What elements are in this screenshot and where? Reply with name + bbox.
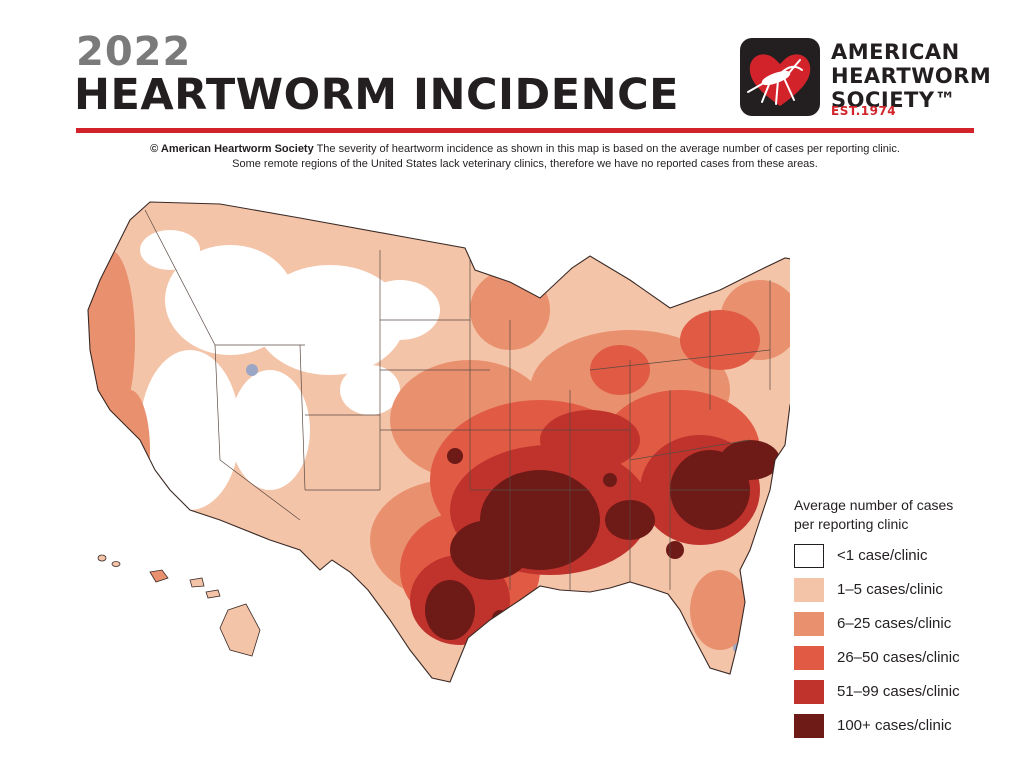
hawaii-island-4 [189,577,205,588]
us-incidence-map [87,201,790,683]
legend-swatch [794,646,824,670]
legend-label: 1–5 cases/clinic [837,581,943,598]
logo-established: EST.1974 [831,104,897,118]
legend-label: 51–99 cases/clinic [837,683,960,700]
credit-line-1: The severity of heartworm incidence as s… [316,143,900,155]
legend-label: 100+ cases/clinic [837,717,952,734]
credit-org: © American Heartworm Society [150,143,314,155]
legend-label: <1 case/clinic [837,547,928,564]
hawaii-island-1 [97,554,107,562]
credit-line-2: Some remote regions of the United States… [232,158,818,170]
year-heading: 2022 [76,29,192,75]
logo-wordmark: AMERICAN HEARTWORM SOCIETY™ [831,40,991,112]
title-divider [76,128,974,133]
logo-line-2: HEARTWORM [831,64,992,88]
logo-line-1: AMERICAN [831,40,960,64]
page-title: HEARTWORM INCIDENCE [74,70,680,120]
legend-swatch [794,612,824,636]
logo-line-3: SOCIETY™ [831,88,957,112]
hawaii-island-2 [111,561,121,567]
credit-text: © American Heartworm Society The severit… [100,142,950,172]
us-outline [87,201,790,683]
legend-title: Average number of cases per reporting cl… [794,496,953,534]
legend-swatch [794,680,824,704]
legend-label: 6–25 cases/clinic [837,615,952,632]
legend-label: 26–50 cases/clinic [837,649,960,666]
hawaii [97,554,261,657]
hawaii-island-3 [149,569,169,583]
hawaii-island-5 [205,589,221,599]
legend-swatch [794,714,824,738]
mosquito-heart-icon [747,54,811,106]
logo-badge [740,38,820,116]
legend-title-line-1: Average number of cases [794,497,954,513]
state-borders [144,209,771,590]
legend-title-line-2: per reporting clinic [794,516,909,532]
low-incidence-areas [140,230,440,510]
hawaii-island-big [219,603,261,657]
legend-swatch [794,544,824,568]
legend-swatch [794,578,824,602]
